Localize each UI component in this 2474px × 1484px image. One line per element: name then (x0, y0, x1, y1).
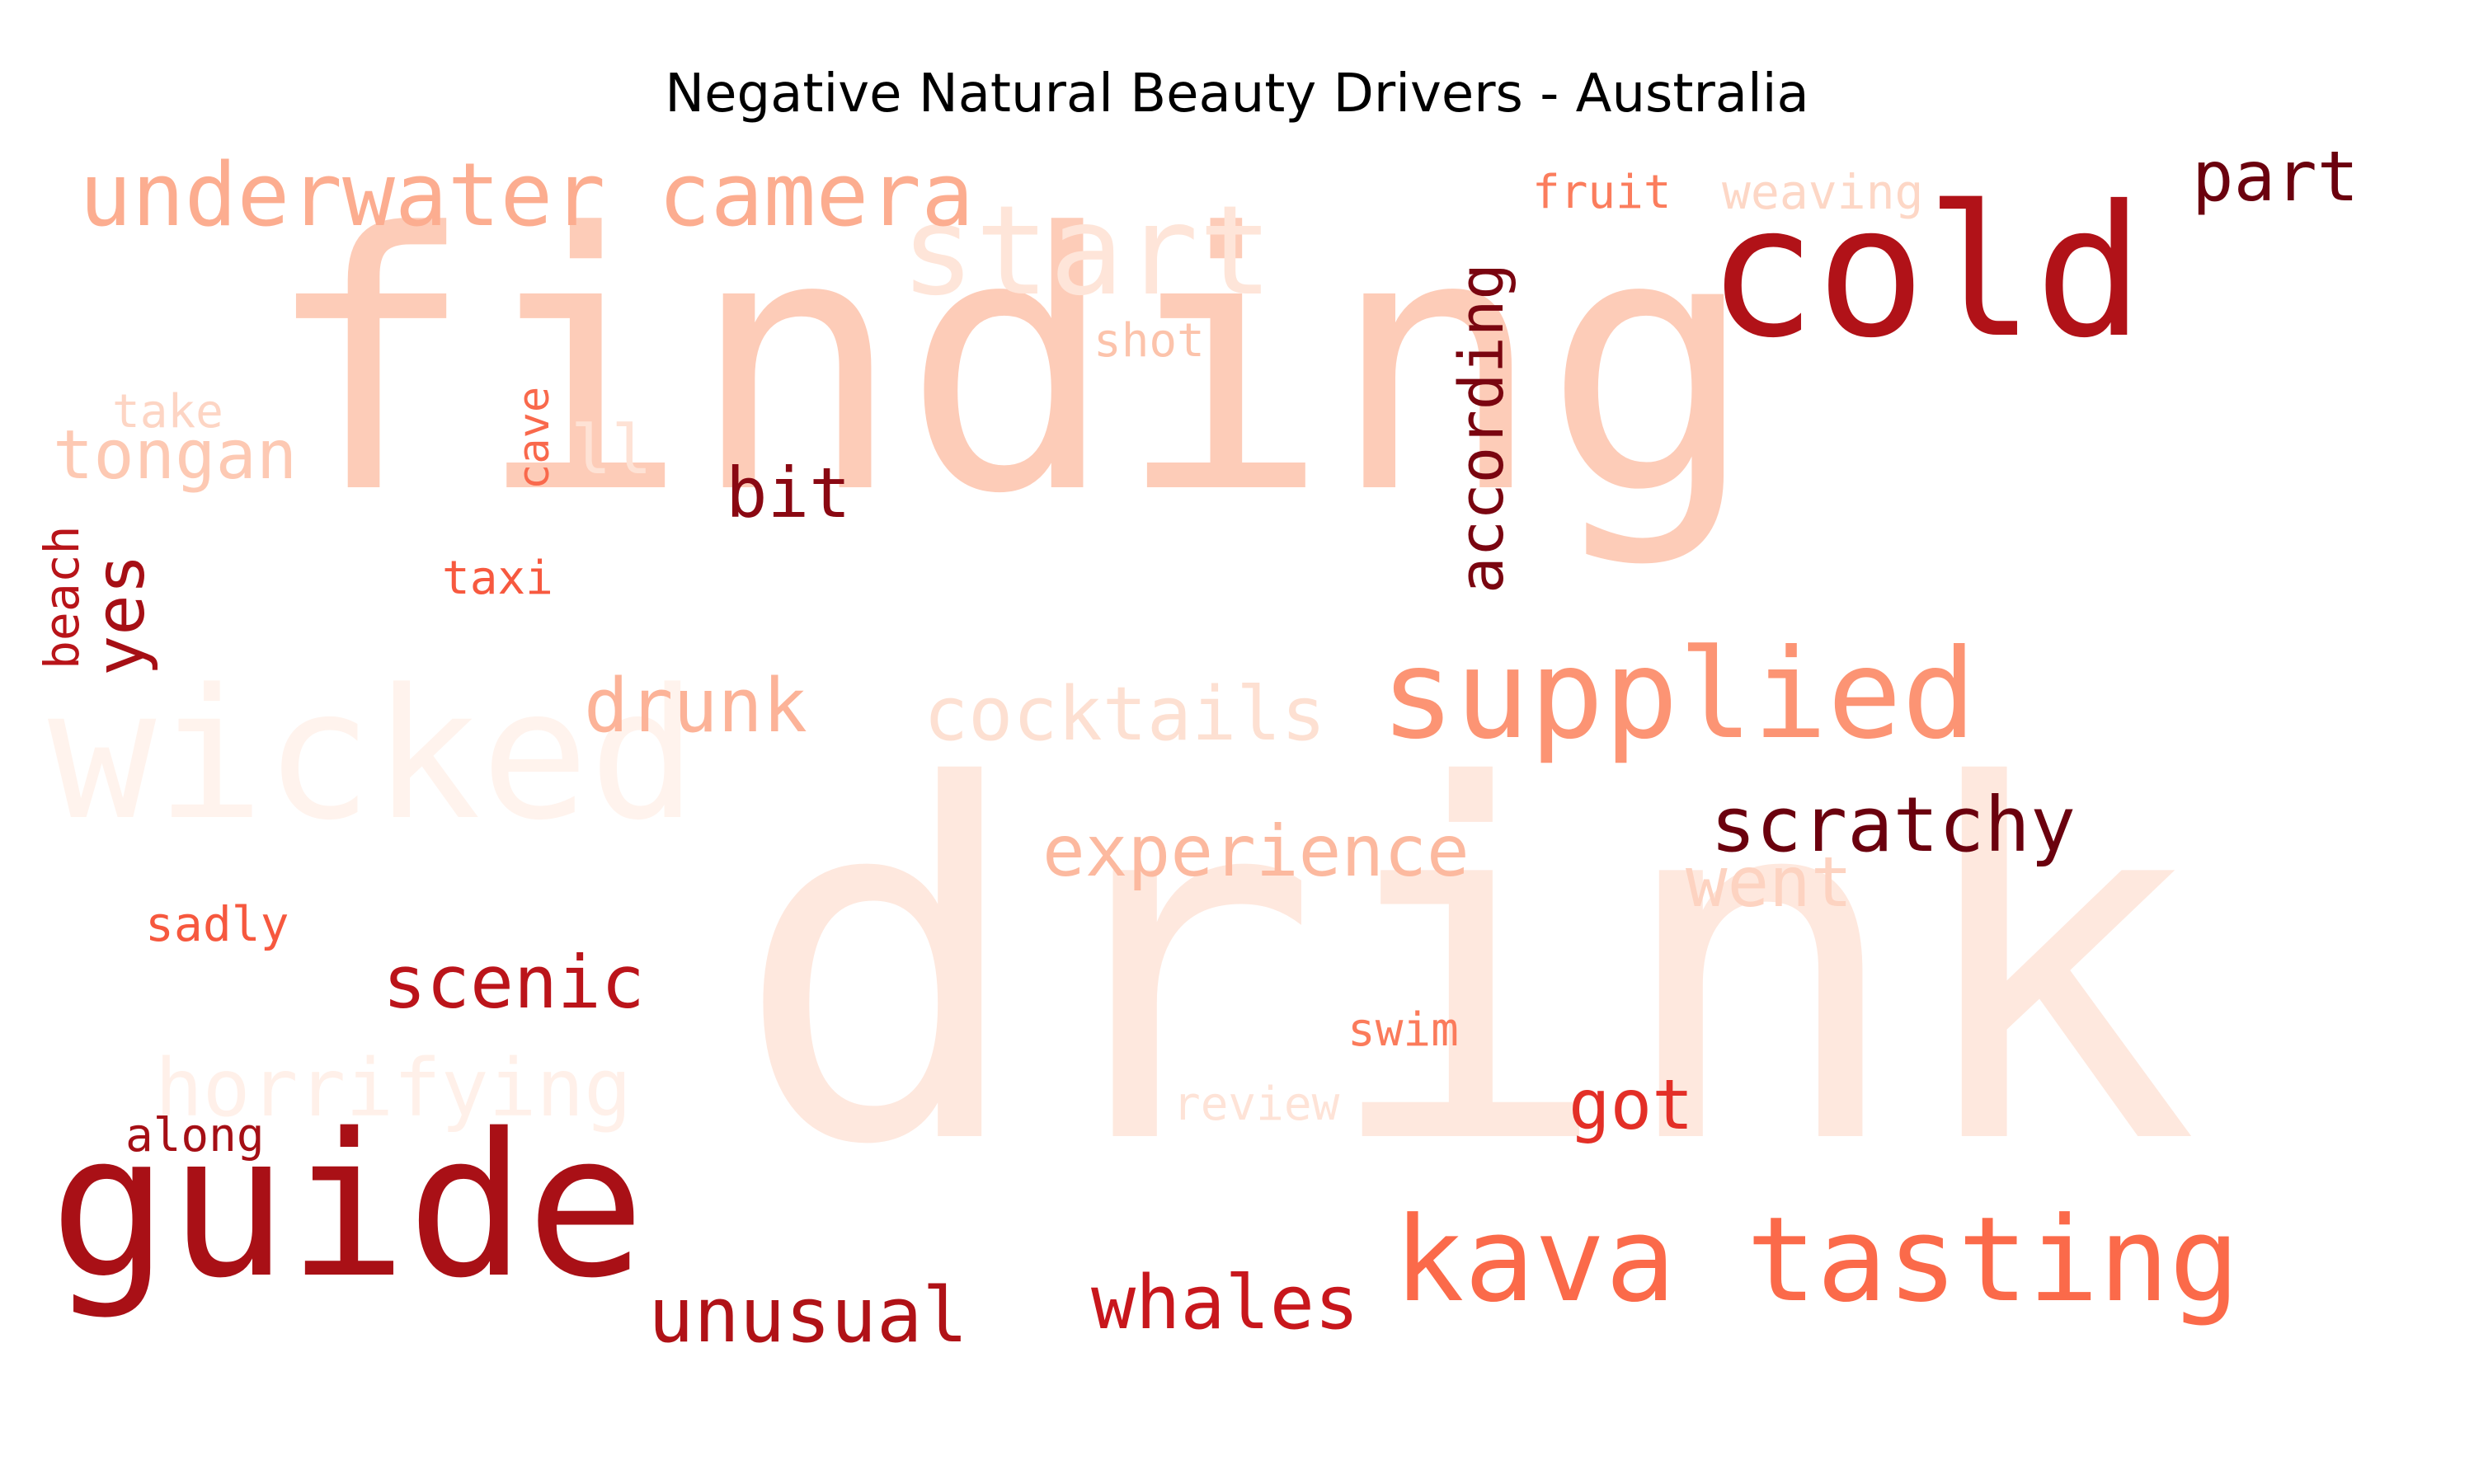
word-finding: finding (262, 159, 1757, 571)
chart-title: Negative Natural Beauty Drivers - Austra… (665, 63, 1809, 124)
word-swim: swim (1348, 1003, 1459, 1057)
word-start: start (901, 180, 1273, 323)
word-cocktails: cocktails (924, 671, 1326, 758)
word-scenic: scenic (383, 940, 645, 1025)
word-cave: cave (510, 386, 559, 490)
word-bit: bit (726, 453, 851, 533)
word-ll: ll (571, 411, 652, 490)
word-unusual: unusual (648, 1271, 968, 1360)
word-according: according (1446, 263, 1517, 594)
word-review: review (1173, 1078, 1340, 1131)
word-wicked: wicked (48, 651, 698, 860)
word-got: got (1569, 1064, 1694, 1145)
word-whales: whales (1091, 1260, 1360, 1346)
word-kava-tasting: kava tasting (1394, 1192, 2240, 1328)
word-sadly: sadly (145, 896, 289, 952)
word-shot: shot (1094, 314, 1205, 368)
word-went: went (1686, 842, 1853, 923)
word-beach: beach (34, 525, 90, 669)
word-part: part (2192, 136, 2359, 217)
word-yes: yes (82, 553, 160, 676)
word-tongan: tongan (53, 416, 298, 495)
word-cold: cold (1707, 167, 2144, 378)
word-along: along (125, 1109, 265, 1162)
word-taxi: taxi (442, 552, 553, 605)
word-weaving: weaving (1722, 164, 1924, 220)
word-take: take (112, 385, 223, 439)
word-horrifying: horrifying (155, 1042, 632, 1134)
word-drunk: drunk (584, 663, 807, 749)
word-drink: drink (734, 685, 2199, 1252)
word-supplied: supplied (1380, 623, 1977, 767)
word-underwater-camera: underwater camera (79, 144, 974, 246)
word-experience: experience (1042, 810, 1470, 893)
word-scratchy: scratchy (1710, 781, 2077, 869)
word-guide: guide (49, 1091, 646, 1322)
word-fruit: fruit (1532, 166, 1672, 219)
